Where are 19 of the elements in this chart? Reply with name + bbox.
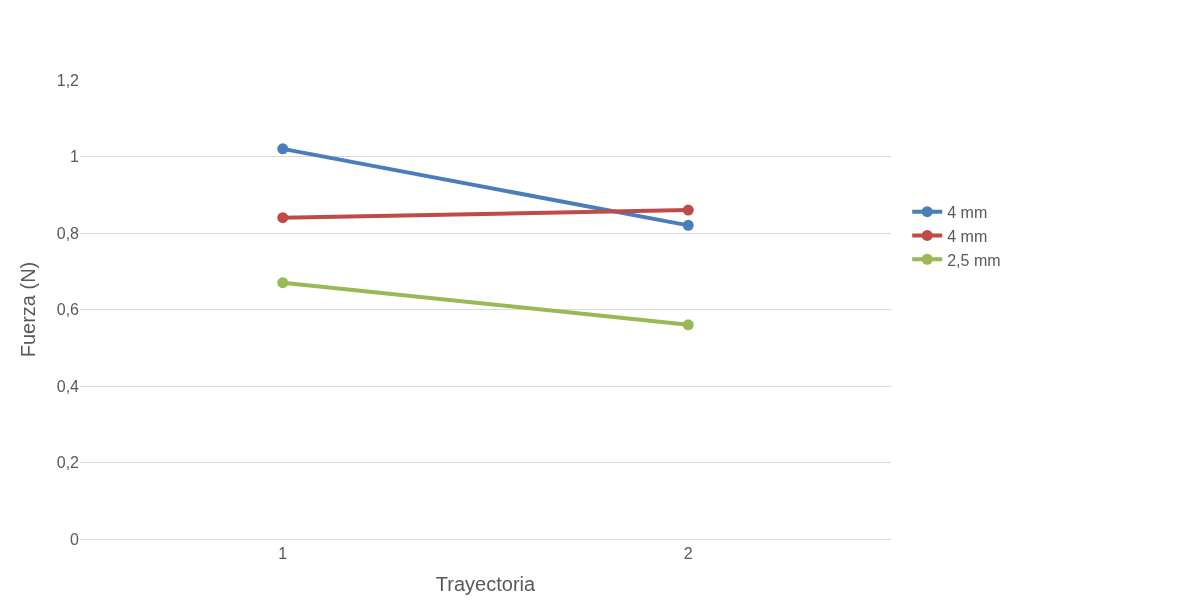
legend-label: 2,5 mm <box>947 251 1001 269</box>
legend-label: 4 mm <box>947 203 988 221</box>
y-tick-label: 1 <box>70 148 80 166</box>
y-tick-label: 0,4 <box>56 377 80 395</box>
point <box>277 143 289 155</box>
y-tick-label: 0 <box>70 530 80 548</box>
y-axis-title: Fuerza (N) <box>17 261 40 358</box>
point <box>682 219 694 231</box>
y-tick-label: 0,2 <box>56 454 80 472</box>
point <box>682 319 694 331</box>
legend-label: 4 mm <box>947 227 988 245</box>
y-tick-label: 1,2 <box>56 71 80 89</box>
x-tick-label: 2 <box>683 545 693 563</box>
point <box>682 204 694 216</box>
point <box>277 277 289 289</box>
x-axis-title: Trayectoria <box>435 572 537 595</box>
point <box>277 212 289 224</box>
y-tick-label: 0,6 <box>56 301 80 319</box>
y-tick-label: 0,8 <box>56 224 80 242</box>
